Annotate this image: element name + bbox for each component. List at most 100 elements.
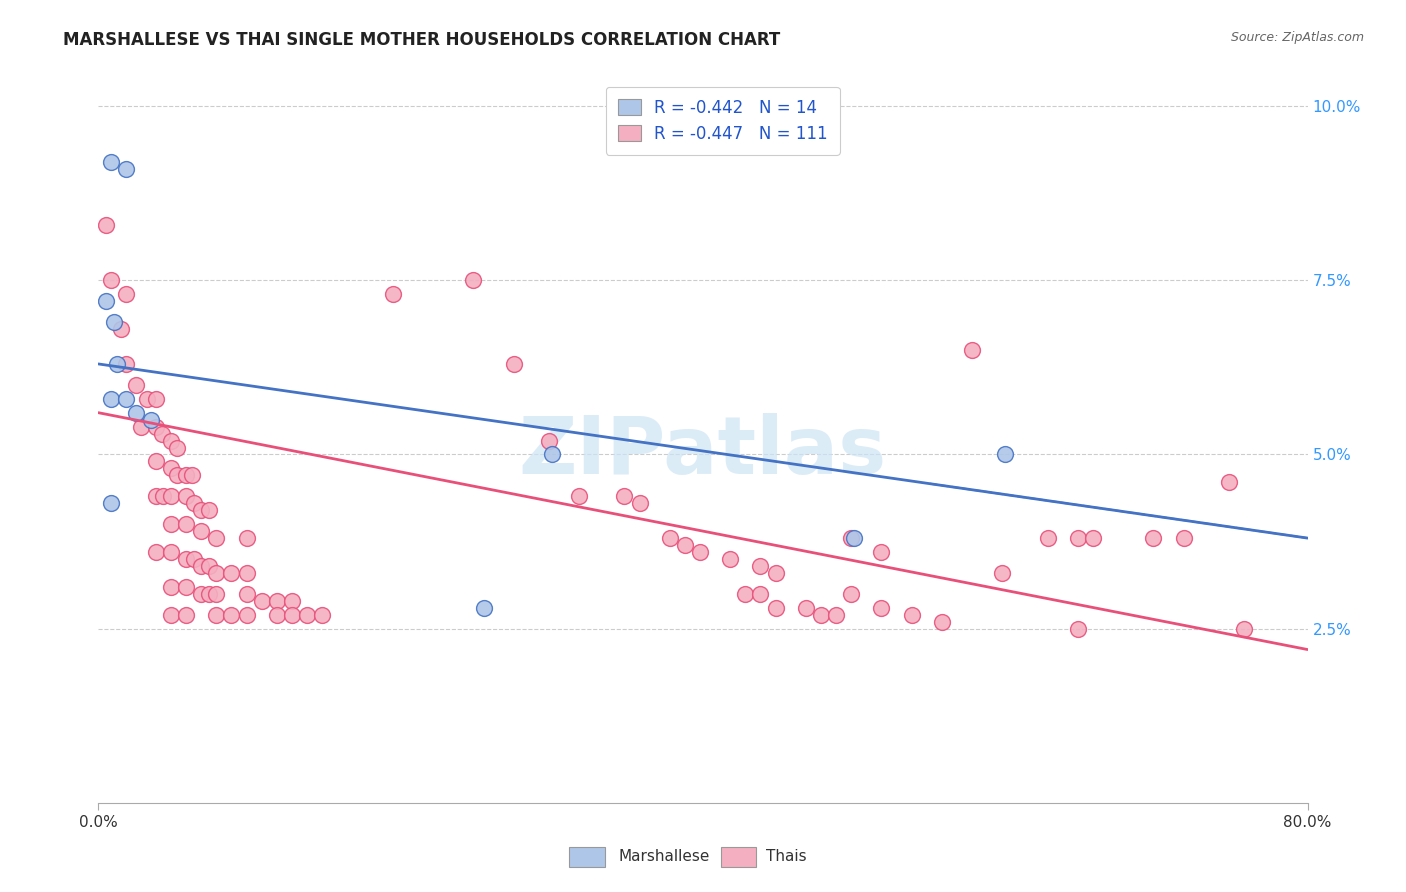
Point [810, 607, 832, 622]
Point [114, 357, 136, 371]
Point [1142, 531, 1164, 545]
Point [281, 594, 304, 608]
Point [382, 287, 405, 301]
Text: Marshallese: Marshallese [619, 849, 710, 863]
Point [160, 607, 183, 622]
Point [125, 406, 148, 420]
Point [235, 587, 257, 601]
Y-axis label: Single Mother Households: Single Mother Households [0, 337, 7, 537]
Point [235, 566, 257, 580]
Point [174, 468, 197, 483]
Point [870, 600, 893, 615]
Point [190, 587, 212, 601]
Point [718, 552, 741, 566]
Point [311, 607, 333, 622]
Point [870, 545, 893, 559]
Point [100, 273, 122, 287]
Point [100, 496, 122, 510]
Point [197, 587, 219, 601]
Point [205, 607, 228, 622]
Point [472, 600, 495, 615]
Point [1036, 531, 1059, 545]
Point [235, 607, 257, 622]
Point [190, 558, 212, 573]
Point [568, 489, 591, 503]
Point [1218, 475, 1240, 490]
Point [100, 155, 122, 169]
Point [135, 392, 157, 406]
Legend: R = -0.442   N = 14, R = -0.447   N = 111: R = -0.442 N = 14, R = -0.447 N = 111 [606, 87, 839, 154]
Text: Source: ZipAtlas.com: Source: ZipAtlas.com [1230, 31, 1364, 45]
Point [103, 315, 125, 329]
Text: Thais: Thais [766, 849, 807, 863]
Point [839, 531, 862, 545]
Text: MARSHALLESE VS THAI SINGLE MOTHER HOUSEHOLDS CORRELATION CHART: MARSHALLESE VS THAI SINGLE MOTHER HOUSEH… [63, 31, 780, 49]
Point [145, 545, 167, 559]
Point [94, 218, 117, 232]
Point [160, 545, 183, 559]
Point [931, 615, 953, 629]
Point [266, 594, 288, 608]
Point [145, 454, 167, 468]
Point [1067, 531, 1090, 545]
Point [839, 587, 862, 601]
Point [235, 531, 257, 545]
Point [844, 531, 866, 545]
Point [129, 419, 152, 434]
Point [537, 434, 560, 448]
Point [174, 517, 197, 532]
Point [765, 600, 787, 615]
Point [794, 600, 817, 615]
Point [141, 412, 163, 426]
Point [183, 552, 205, 566]
Point [765, 566, 787, 580]
Point [205, 531, 228, 545]
Point [125, 377, 148, 392]
Text: ZIPatlas: ZIPatlas [519, 413, 887, 491]
Point [205, 566, 228, 580]
Point [658, 531, 681, 545]
Point [1173, 531, 1195, 545]
Point [160, 434, 183, 448]
Point [174, 489, 197, 503]
Point [250, 594, 273, 608]
Point [190, 503, 212, 517]
Point [100, 392, 122, 406]
Point [160, 461, 183, 475]
Point [197, 503, 219, 517]
Point [145, 392, 167, 406]
Point [110, 322, 132, 336]
Point [190, 524, 212, 538]
Point [613, 489, 636, 503]
Point [673, 538, 696, 552]
Point [825, 607, 848, 622]
Point [166, 468, 188, 483]
Point [281, 607, 304, 622]
Point [114, 392, 136, 406]
Point [152, 489, 174, 503]
Point [960, 343, 983, 357]
Point [689, 545, 711, 559]
Point [174, 580, 197, 594]
Point [1081, 531, 1104, 545]
Point [540, 448, 562, 462]
Point [749, 587, 772, 601]
Point [181, 468, 204, 483]
Point [145, 489, 167, 503]
Point [160, 517, 183, 532]
Point [266, 607, 288, 622]
Point [1233, 622, 1256, 636]
Point [734, 587, 756, 601]
Point [1067, 622, 1090, 636]
Point [174, 552, 197, 566]
Point [114, 287, 136, 301]
Point [197, 558, 219, 573]
Point [991, 566, 1014, 580]
Point [150, 426, 173, 441]
Point [749, 558, 772, 573]
Point [503, 357, 526, 371]
Point [900, 607, 922, 622]
Point [295, 607, 318, 622]
Point [145, 419, 167, 434]
Point [221, 566, 243, 580]
